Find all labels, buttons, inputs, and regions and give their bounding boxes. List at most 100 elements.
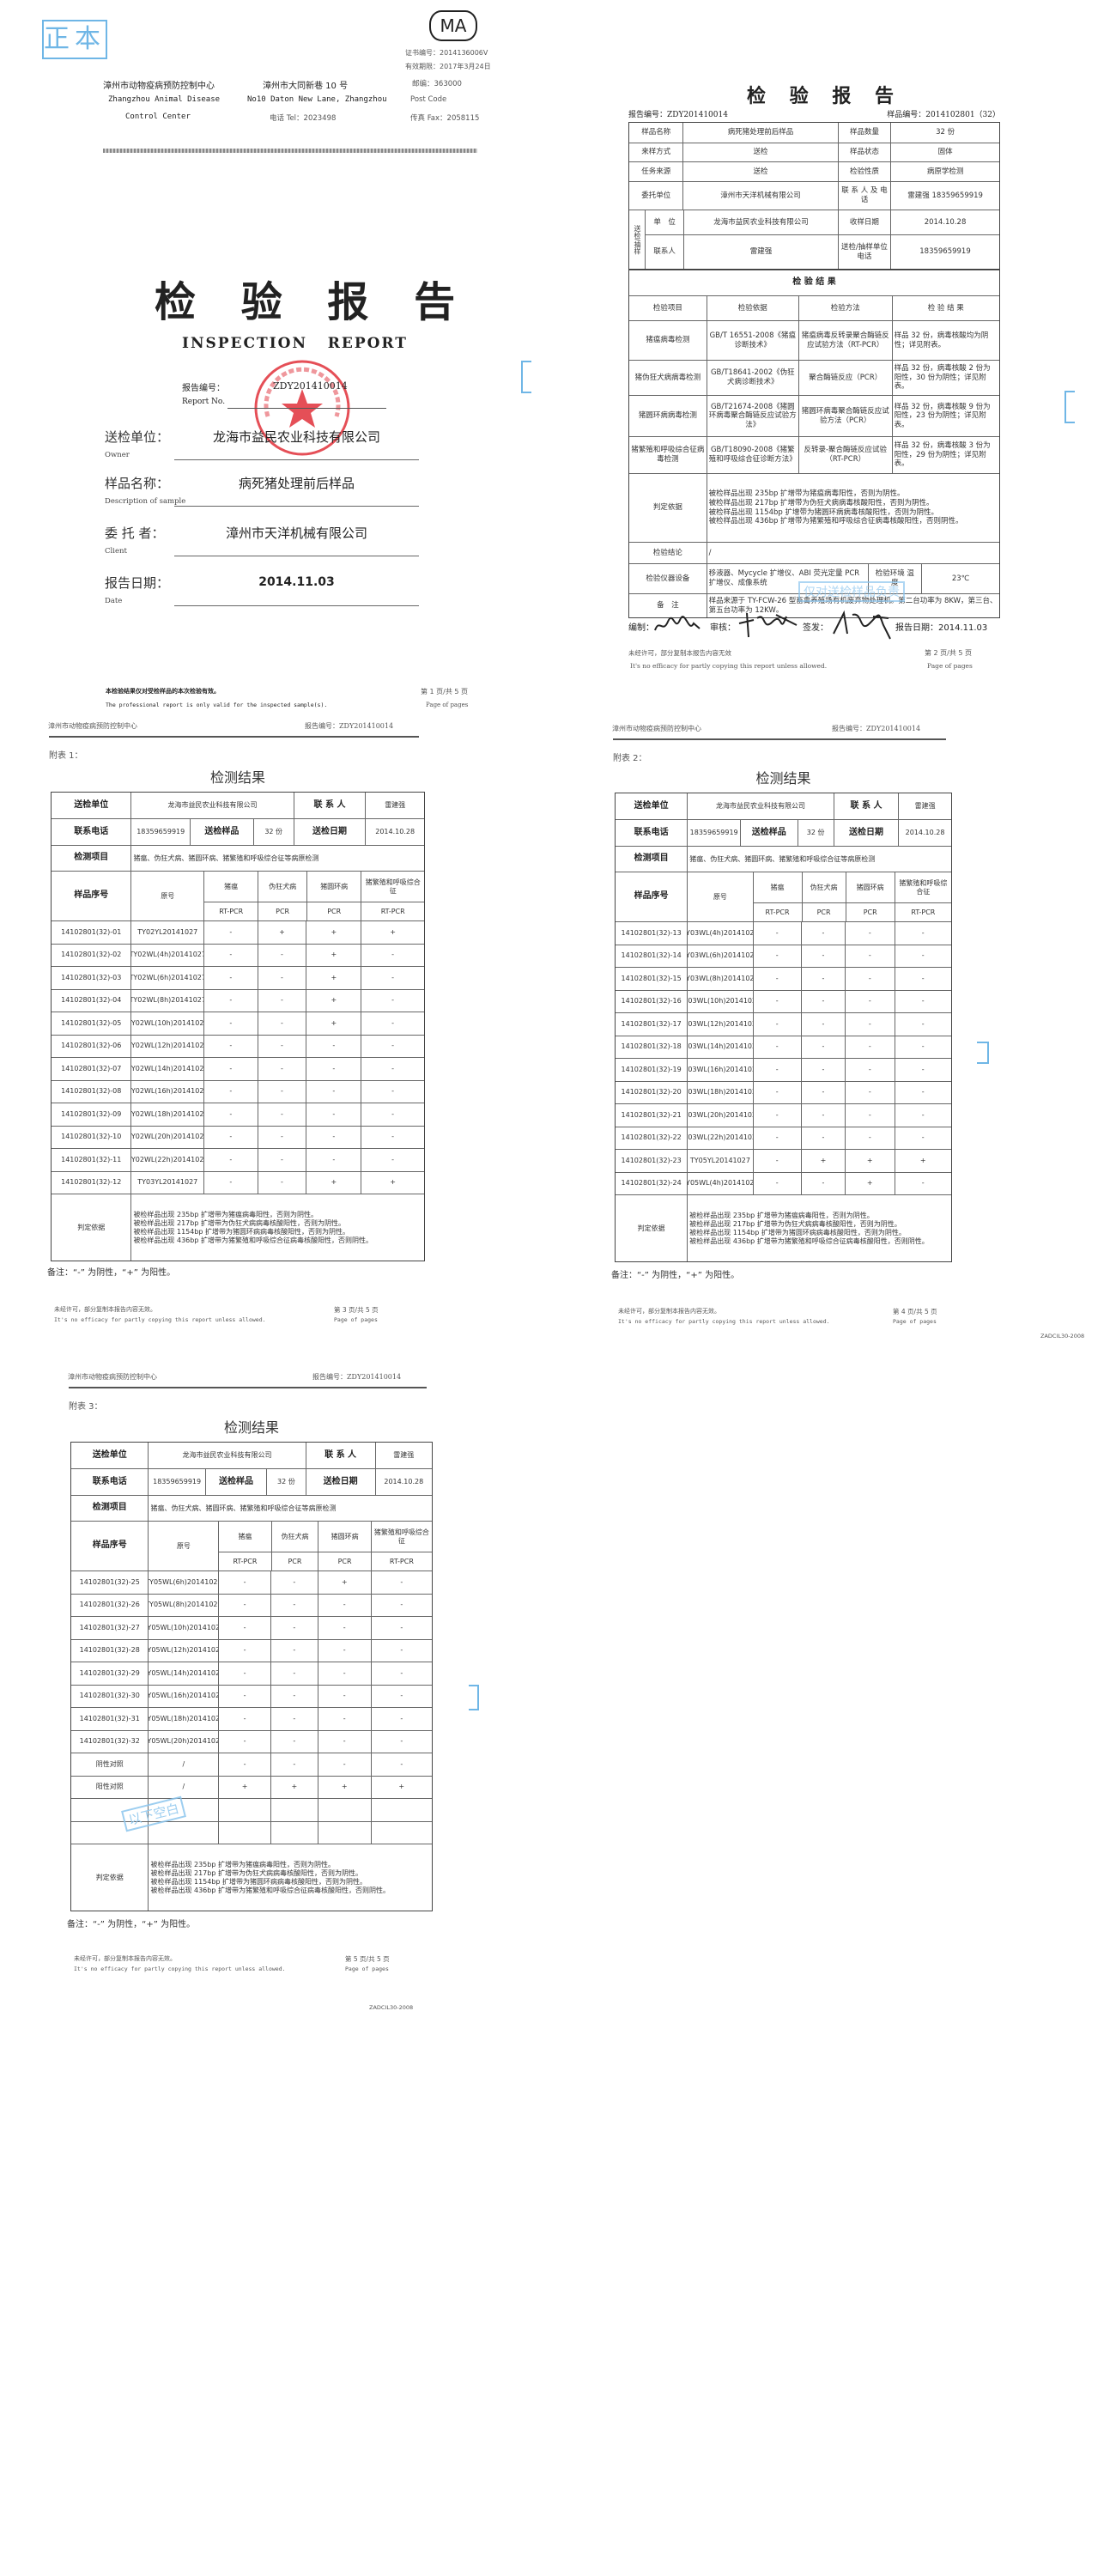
sender-label: 收样日期 xyxy=(837,210,890,235)
table-row: 样品序号 原号 猪瘟 伪狂犬病 猪圆环病 猪繁殖和呼吸综合征 RT-PCR PCR PCR RT-… xyxy=(71,1521,432,1571)
result-mark: - xyxy=(306,1149,361,1171)
responsibility-stamp: 仅对送检样品负责 xyxy=(798,581,905,602)
method-name: RT-PCR xyxy=(765,908,790,916)
sample-id: 14102801(32)-24 xyxy=(621,1179,682,1188)
criteria-line: 被检样品出现 217bp 扩增带为伪狂犬病病毒核酸阳性，否则为阴性。 xyxy=(133,1218,345,1227)
sample-number: 样品编号：2014102801（32） xyxy=(887,111,1000,119)
method-row: RT-PCR PCR PCR RT-PCR xyxy=(204,902,424,920)
result-mark: - xyxy=(317,1639,371,1662)
result-mark: + xyxy=(218,1776,270,1798)
result-mark: - xyxy=(894,1013,951,1036)
result-mark: - xyxy=(203,1035,257,1057)
original-id: TY03WL(8h)20141027 xyxy=(687,968,753,990)
field-label: 样品名称： xyxy=(105,476,170,491)
table-row: 14102801(32)-16TY03WL(10h)20141027---- xyxy=(616,989,951,1012)
table-row: 判定依据 被检样品出现 235bp 扩增带为猪瘟病毒阳性，否则为阴性。 被检样品出现… xyxy=(629,473,999,542)
result-mark: - xyxy=(370,1594,432,1616)
method-name: PCR xyxy=(270,1552,318,1571)
sample-id: 14102801(32)-04 xyxy=(61,996,122,1005)
field-value: 病死猪处理前后样品 xyxy=(238,476,355,491)
sample-id: 14102801(32)-20 xyxy=(621,1088,682,1097)
table-row: 单 位龙海市益民农业科技有限公司 收样日期 2014.10.28 xyxy=(646,210,999,235)
org-name-en-1: Zhangzhou Animal Disease xyxy=(108,95,221,104)
result-mark: - xyxy=(370,1639,432,1662)
original-id: TY03WL(10h)20141027 xyxy=(687,990,753,1012)
result-mark: - xyxy=(203,967,257,989)
header-rule xyxy=(613,738,946,740)
result-mark: - xyxy=(270,1730,318,1753)
sample-id: 14102801(32)-17 xyxy=(621,1019,682,1028)
result-mark: - xyxy=(203,1103,257,1126)
info-value: 雷建强 18359659919 xyxy=(890,182,999,210)
reviewed-by-label: 审核： xyxy=(710,623,736,633)
result-mark: - xyxy=(218,1753,270,1776)
sample-id: 14102801(32)-22 xyxy=(621,1133,682,1142)
label-items: 检测项目 xyxy=(74,853,109,863)
disease-name: 猪圆环病 xyxy=(306,872,361,902)
result-mark: - xyxy=(894,1172,951,1194)
result-mark: - xyxy=(800,968,845,990)
criteria-line: 被检样品出现 1154bp 扩增带为猪圆环病病毒核酸阳性，否则为阴性。 xyxy=(689,1228,906,1236)
footer-zh: 未经许可，部分复制本报告内容无效。 xyxy=(618,1308,720,1315)
report-page-number: 第 2 页/共 5 页 xyxy=(925,649,973,657)
header-divider xyxy=(103,149,477,153)
header-org: 漳州市动物疫病预防控制中心 xyxy=(48,722,137,730)
label-sender: 送检单位 xyxy=(92,1449,127,1460)
sender-label: 联系人 xyxy=(653,247,676,257)
result-mark: + xyxy=(361,921,424,944)
result-mark: - xyxy=(203,989,257,1012)
telephone: 电话 Tel：2023498 xyxy=(270,114,337,123)
sample-id: 14102801(32)-31 xyxy=(79,1714,140,1722)
footer-en: It's no efficacy for partly copying this… xyxy=(54,1316,266,1323)
result-mark: - xyxy=(752,945,801,967)
method-name: RT-PCR xyxy=(370,1552,432,1571)
disease-row: 猪瘟 伪狂犬病 猪圆环病 猪繁殖和呼吸综合征 xyxy=(219,1522,432,1552)
original-id: TY02WL(22h)20141028 xyxy=(130,1149,203,1171)
criteria-line: 被检样品出现 1154bp 扩增带为猪圆环病病毒核酸阳性，否则为阴性。 xyxy=(133,1227,350,1236)
report-table: 样品名称 病死猪处理前后样品 样品数量 32 份来样方式 送检 样品状态 固体 任务来源 送检检… xyxy=(628,122,1000,618)
result-mark: - xyxy=(894,1036,951,1058)
appendix-title: 检测结果 xyxy=(209,769,265,786)
result-mark xyxy=(370,1821,432,1844)
table-row: 14102801(32)-20TY03WL(18h)20141028---- xyxy=(616,1080,951,1103)
sender-label: 送检/抽样单位电话 xyxy=(837,235,890,269)
conclusion-label: 检验结论 xyxy=(652,548,682,557)
sender-label: 单 位 xyxy=(653,217,676,227)
result-mark xyxy=(218,1799,270,1821)
original-id: TY02WL(20h)20141028 xyxy=(130,1126,203,1148)
criteria-line: 被检样品出现 436bp 扩增带为猪繁殖和呼吸综合征病毒核酸阳性，否则阴性。 xyxy=(133,1236,373,1244)
table-row: 14102801(32)-29TY05WL(14h)20141028---- xyxy=(71,1662,432,1685)
results-table: 送检单位 龙海市益民农业科技有限公司联 系 人雷建强 联系电话 18359659919… xyxy=(615,793,952,1262)
table-row: 14102801(32)-03 TY02WL(6h)20141027- - + - xyxy=(52,966,424,989)
result-mark: - xyxy=(257,1035,306,1057)
result-mark: - xyxy=(752,1059,801,1081)
result-cell: 猪圆环病毒聚合酶链反应试验方法（PCR） xyxy=(798,396,892,436)
info-value: 病原学检测 xyxy=(890,162,999,181)
result-mark: - xyxy=(257,1103,306,1126)
table-row: 14102801(32)-28TY05WL(12h)20141027---- xyxy=(71,1638,432,1662)
table-row: 阴性对照 / - - - - xyxy=(71,1753,432,1776)
result-cell: 猪伪狂犬病病毒检测 xyxy=(634,373,701,382)
result-mark: - xyxy=(800,1127,845,1149)
field-underline xyxy=(174,459,419,460)
criteria-line: 被检样品出现 235bp 扩增带为猪瘟病毒阳性，否则为阴性。 xyxy=(133,1210,318,1218)
sample-id: 14102801(32)-29 xyxy=(79,1668,140,1677)
result-mark: - xyxy=(800,922,845,945)
table-row: 检测项目 猪瘟、伪狂犬病、猪圆环病、猪繁殖和呼吸综合征等病原检测 xyxy=(52,845,424,871)
result-cell: 样品 32 份，病毒核酸 2 份为阳性，30 份为阴性；详见附表。 xyxy=(891,361,999,395)
report-footer-zh: 未经许可，部分复制本报告内容无效 xyxy=(628,649,731,657)
fax: 传真 Fax：2058115 xyxy=(410,114,480,123)
original-id: / xyxy=(148,1776,218,1798)
header-report-no: 报告编号：ZDY201410014 xyxy=(832,725,921,732)
table-row: 送检单位 龙海市益民农业科技有限公司联 系 人雷建强 xyxy=(616,793,951,819)
result-mark: - xyxy=(845,922,894,945)
result-mark: - xyxy=(845,990,894,1012)
original-id: TY03WL(6h)20141027 xyxy=(687,945,753,967)
table-row: 检 验 结 果 xyxy=(629,270,999,295)
method-name: RT-PCR xyxy=(219,907,244,915)
postcode: 邮编：363000 xyxy=(412,80,462,88)
sample-id: 阴性对照 xyxy=(95,1759,124,1768)
table-row: 14102801(32)-22TY03WL(22h)20141028---- xyxy=(616,1126,951,1149)
info-label: 联 系 人 及 电 话 xyxy=(837,182,891,210)
